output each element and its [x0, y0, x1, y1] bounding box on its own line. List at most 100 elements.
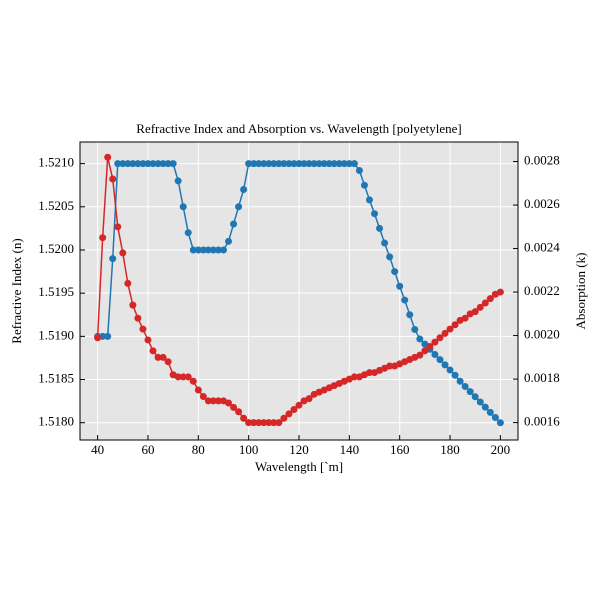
data-point — [194, 386, 202, 394]
data-point — [305, 395, 313, 403]
data-point — [134, 314, 142, 322]
data-point — [481, 403, 489, 411]
data-point — [209, 397, 217, 405]
data-point — [285, 160, 293, 168]
data-point — [184, 373, 192, 381]
data-point — [164, 358, 172, 366]
data-point — [149, 347, 157, 355]
data-point — [491, 414, 499, 422]
data-point — [386, 362, 394, 370]
y2-tick-label: 0.0028 — [524, 153, 560, 168]
data-point — [174, 373, 182, 381]
data-point — [149, 160, 157, 168]
data-point — [199, 392, 207, 400]
data-point — [441, 329, 449, 337]
data-point — [119, 160, 127, 168]
data-point — [104, 332, 112, 340]
data-point — [411, 325, 419, 333]
y-tick-label: 1.5205 — [38, 198, 74, 213]
data-point — [139, 325, 147, 333]
data-point — [159, 353, 167, 361]
data-point — [335, 160, 343, 168]
data-point — [446, 366, 454, 374]
plot-frame — [79, 141, 519, 441]
data-point — [134, 160, 142, 168]
y-tick-label: 1.5185 — [38, 371, 74, 386]
data-point — [431, 338, 439, 346]
data-point — [295, 401, 303, 409]
data-point — [255, 419, 263, 427]
data-point — [476, 398, 484, 406]
data-point — [386, 253, 394, 261]
data-point — [235, 408, 243, 416]
data-point — [496, 288, 504, 296]
x-tick-label: 60 — [141, 442, 154, 457]
y2-tick-label: 0.0020 — [524, 327, 560, 342]
data-point — [124, 279, 132, 287]
x-tick-label: 80 — [192, 442, 205, 457]
data-point — [350, 373, 358, 381]
data-point — [154, 353, 162, 361]
data-point — [310, 160, 318, 168]
data-point — [486, 408, 494, 416]
data-point — [280, 414, 288, 422]
data-point — [496, 419, 504, 427]
data-point — [114, 160, 122, 168]
data-point — [184, 229, 192, 237]
data-point — [225, 399, 233, 407]
data-point — [270, 160, 278, 168]
data-point — [260, 419, 268, 427]
data-point — [204, 397, 212, 405]
data-point — [240, 186, 248, 194]
data-point — [285, 410, 293, 418]
data-point — [471, 308, 479, 316]
y2-axis-label: Absorption (k) — [573, 253, 588, 330]
data-point — [174, 177, 182, 185]
data-point — [189, 377, 197, 385]
data-point — [144, 160, 152, 168]
data-point — [255, 160, 263, 168]
data-point — [159, 160, 167, 168]
y2-tick-label: 0.0016 — [524, 414, 560, 429]
data-point — [240, 414, 248, 422]
data-point — [225, 237, 233, 245]
data-point — [376, 224, 384, 232]
data-point — [280, 160, 288, 168]
data-point — [214, 246, 222, 254]
data-point — [451, 371, 459, 379]
y-tick-label: 1.5195 — [38, 284, 74, 299]
data-point — [421, 347, 429, 355]
data-point — [124, 160, 132, 168]
data-point — [214, 397, 222, 405]
data-point — [371, 210, 379, 218]
data-point — [230, 220, 238, 228]
x-axis-label: Wavelength [`m] — [255, 459, 343, 474]
data-point — [154, 160, 162, 168]
data-point — [245, 160, 253, 168]
x-tick-label: 100 — [239, 442, 259, 457]
data-point — [275, 419, 283, 427]
data-point — [486, 295, 494, 303]
y2-tick-label: 0.0024 — [524, 240, 560, 255]
data-point — [456, 377, 464, 385]
data-point — [406, 311, 414, 319]
data-point — [295, 160, 303, 168]
data-point — [396, 282, 404, 290]
data-point — [355, 167, 363, 175]
data-point — [340, 160, 348, 168]
y-tick-label: 1.5200 — [38, 241, 74, 256]
data-point — [204, 246, 212, 254]
data-point — [441, 361, 449, 369]
data-point — [179, 203, 187, 211]
data-point — [461, 382, 469, 390]
data-point — [365, 369, 373, 377]
data-point — [104, 153, 112, 161]
data-point — [431, 350, 439, 358]
data-point — [260, 160, 268, 168]
data-point — [350, 160, 358, 168]
data-point — [265, 419, 273, 427]
data-point — [476, 303, 484, 311]
x-tick-label: 140 — [340, 442, 360, 457]
data-point — [219, 246, 227, 254]
